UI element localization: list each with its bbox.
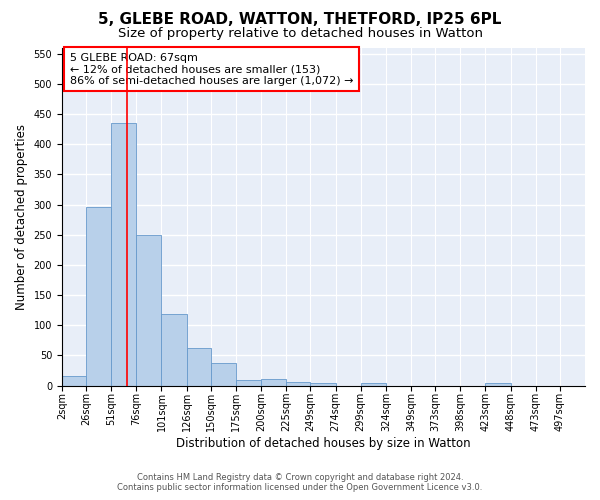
Y-axis label: Number of detached properties: Number of detached properties — [15, 124, 28, 310]
Text: 5 GLEBE ROAD: 67sqm
← 12% of detached houses are smaller (153)
86% of semi-detac: 5 GLEBE ROAD: 67sqm ← 12% of detached ho… — [70, 52, 353, 86]
Bar — [286, 382, 310, 386]
Bar — [62, 376, 86, 386]
Bar — [310, 382, 335, 386]
Bar — [136, 234, 161, 386]
Text: Size of property relative to detached houses in Watton: Size of property relative to detached ho… — [118, 28, 482, 40]
X-axis label: Distribution of detached houses by size in Watton: Distribution of detached houses by size … — [176, 437, 471, 450]
Bar — [236, 380, 261, 386]
Bar — [485, 382, 511, 386]
Bar — [361, 384, 386, 386]
Bar — [261, 379, 286, 386]
Bar — [187, 348, 211, 386]
Bar — [211, 364, 236, 386]
Bar — [111, 123, 136, 386]
Text: Contains HM Land Registry data © Crown copyright and database right 2024.
Contai: Contains HM Land Registry data © Crown c… — [118, 473, 482, 492]
Text: 5, GLEBE ROAD, WATTON, THETFORD, IP25 6PL: 5, GLEBE ROAD, WATTON, THETFORD, IP25 6P… — [98, 12, 502, 28]
Bar — [86, 207, 111, 386]
Bar — [161, 314, 187, 386]
